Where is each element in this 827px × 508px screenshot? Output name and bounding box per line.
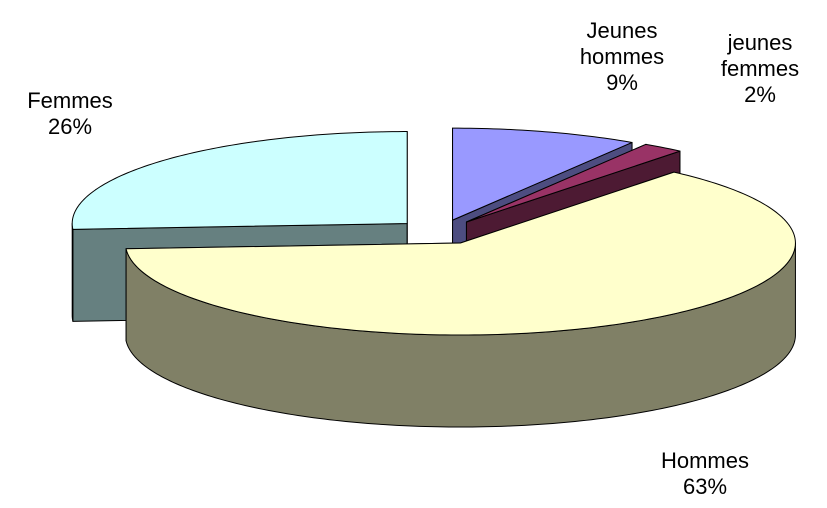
category-label: jeunes femmes xyxy=(720,30,800,81)
category-label: Jeunes hommes xyxy=(579,18,665,69)
slice xyxy=(465,143,681,223)
category-label: Femmes xyxy=(27,88,113,113)
slice-label: Hommes 63% xyxy=(640,448,770,500)
value-label: 26% xyxy=(47,114,93,139)
slice xyxy=(71,131,408,230)
value-label: 63% xyxy=(682,474,728,499)
slice xyxy=(452,127,633,221)
category-label: Hommes xyxy=(660,448,749,473)
slice-label: jeunes femmes 2% xyxy=(695,30,825,108)
slice-side xyxy=(71,223,74,322)
value-label: 9% xyxy=(606,70,638,95)
slice xyxy=(125,171,796,336)
slice-label: Femmes 26% xyxy=(5,88,135,140)
slice-label: Jeunes hommes 9% xyxy=(557,18,687,96)
value-label: 2% xyxy=(744,82,776,107)
